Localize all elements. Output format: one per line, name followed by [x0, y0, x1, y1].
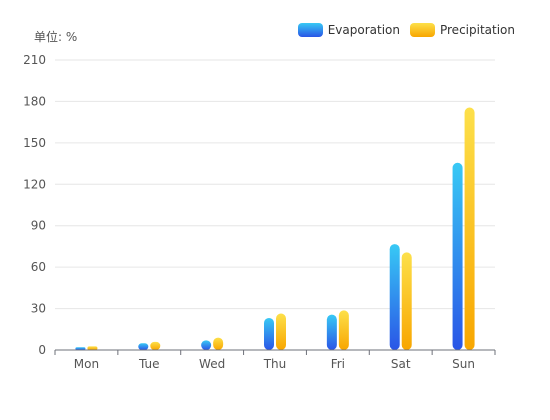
bar-precipitation-mon[interactable] — [87, 346, 98, 350]
bar-precipitation-wed[interactable] — [213, 337, 224, 350]
bar-precipitation-sat[interactable] — [401, 252, 412, 350]
y-axis-ticks: 0 30 60 90 120 150 180 210 — [23, 53, 46, 357]
bar-precipitation-sun[interactable] — [464, 107, 475, 350]
x-tick-label: Wed — [199, 357, 225, 371]
bar-precipitation-tue[interactable] — [150, 341, 161, 350]
y-tick-label: 60 — [31, 260, 46, 274]
grid-lines — [55, 59, 495, 310]
unit-label: 单位: % — [34, 30, 78, 44]
bar-evaporation-sun[interactable] — [452, 162, 463, 350]
bars — [75, 107, 475, 350]
legend: Evaporation Precipitation — [297, 23, 515, 37]
bar-evaporation-sat[interactable] — [389, 244, 400, 350]
x-tick-label: Sat — [391, 357, 411, 371]
legend-swatch-precipitation — [409, 23, 435, 37]
legend-label-precipitation: Precipitation — [439, 23, 515, 37]
x-tick-label: Sun — [452, 357, 475, 371]
bar-evaporation-thu[interactable] — [264, 317, 274, 350]
x-axis: Mon Tue Wed Thu Fri Sat Sun — [54, 349, 496, 371]
bar-evaporation-fri[interactable] — [326, 314, 337, 350]
y-tick-label: 120 — [23, 177, 46, 191]
legend-item-precipitation[interactable]: Precipitation — [409, 23, 515, 37]
y-tick-label: 0 — [38, 343, 46, 357]
y-tick-label: 30 — [31, 302, 46, 316]
bar-evaporation-wed[interactable] — [201, 340, 212, 350]
y-tick-label: 210 — [23, 53, 46, 67]
x-tick-label: Fri — [331, 357, 345, 371]
legend-label-evaporation: Evaporation — [327, 23, 400, 37]
legend-item-evaporation[interactable]: Evaporation — [297, 23, 400, 37]
bar-precipitation-thu[interactable] — [276, 313, 286, 350]
y-tick-label: 180 — [23, 94, 46, 108]
legend-swatch-evaporation — [297, 23, 323, 37]
bar-precipitation-fri[interactable] — [338, 310, 349, 350]
y-tick-label: 90 — [31, 219, 46, 233]
x-tick-label: Mon — [74, 357, 99, 371]
x-tick-label: Thu — [263, 357, 287, 371]
x-tick-label: Tue — [138, 357, 160, 371]
bar-evaporation-tue[interactable] — [138, 343, 149, 350]
y-tick-label: 150 — [23, 136, 46, 150]
bar-evaporation-mon[interactable] — [75, 347, 86, 350]
